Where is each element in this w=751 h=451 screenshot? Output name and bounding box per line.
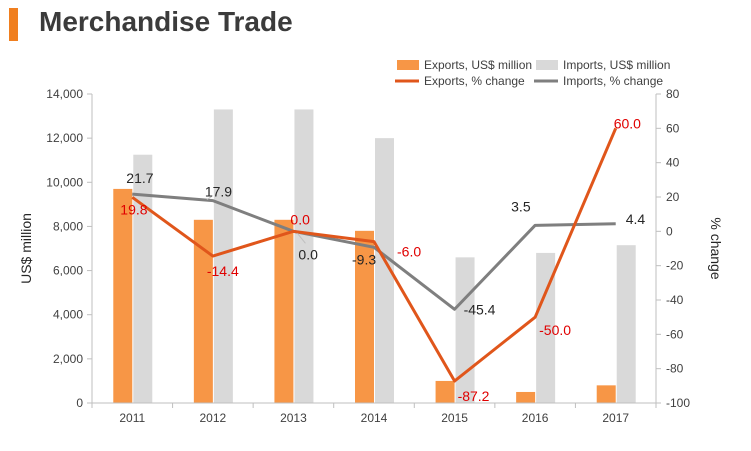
imports-bar-2014 — [375, 138, 394, 403]
exports-change-label-2012: -14.4 — [207, 263, 239, 279]
legend-imports-bar-swatch — [536, 60, 558, 70]
x-tick-label: 2017 — [602, 411, 629, 425]
left-tick-label: 8,000 — [53, 219, 83, 233]
imports-change-label-2011: 21.7 — [126, 170, 153, 186]
label-leader-line — [297, 233, 306, 244]
exports-change-label-2014: -6.0 — [397, 244, 421, 260]
legend-imports-bar-label: Imports, US$ million — [563, 58, 670, 72]
right-tick-label: 80 — [666, 87, 680, 101]
imports-change-label-2012: 17.9 — [205, 184, 232, 200]
legend-exports-bar-label: Exports, US$ million — [424, 58, 532, 72]
exports-bar-2016 — [516, 391, 536, 403]
imports-change-line — [132, 192, 616, 311]
right-tick-label: -60 — [666, 327, 684, 341]
right-tick-label: 0 — [666, 224, 673, 238]
exports-bar-2014 — [355, 230, 374, 403]
imports-change-label-2014: -9.3 — [352, 251, 376, 267]
x-tick-label: 2016 — [522, 411, 549, 425]
legend: Exports, US$ million Imports, US$ million… — [395, 58, 670, 88]
right-tick-label: -100 — [666, 396, 690, 410]
right-tick-label: -40 — [666, 293, 684, 307]
left-tick-label: 0 — [76, 396, 83, 410]
bars-layer — [113, 109, 636, 403]
legend-exports-bar-swatch — [397, 60, 419, 70]
exports-change-label-2017: 60.0 — [614, 115, 641, 131]
legend-imports-change-label: Imports, % change — [563, 74, 663, 88]
right-tick-label: 60 — [666, 121, 680, 135]
imports-bar-2015 — [455, 257, 475, 403]
page-title: Merchandise Trade — [39, 6, 293, 37]
imports-bar-2011 — [133, 154, 153, 403]
left-tick-label: 14,000 — [46, 87, 83, 101]
title-accent-bar — [9, 8, 18, 41]
left-tick-label: 12,000 — [46, 131, 83, 145]
exports-change-label-2015: -87.2 — [458, 388, 490, 404]
x-tick-label: 2012 — [200, 411, 227, 425]
lines-layer — [131, 127, 618, 383]
imports-change-label-2013: 0.0 — [298, 246, 318, 262]
exports-bar-2011 — [113, 188, 133, 403]
left-tick-label: 4,000 — [53, 308, 83, 322]
y-axis-title: US$ million — [18, 213, 34, 284]
right-tick-label: -80 — [666, 362, 684, 376]
y2-axis-title: % change — [708, 217, 724, 279]
right-tick-label: -20 — [666, 259, 684, 273]
data-labels-layer: 19.8 -14.4 0.0 -6.0 -87.2 -50.0 60.0 21.7 17.9 0.… — [120, 115, 645, 404]
imports-bar-2013 — [294, 109, 314, 403]
left-tick-label: 10,000 — [46, 175, 83, 189]
exports-bar-2017 — [596, 385, 616, 403]
imports-bar-2016 — [536, 252, 556, 403]
imports-change-label-2017: 4.4 — [626, 211, 646, 227]
x-tick-label: 2015 — [441, 411, 468, 425]
x-tick-label: 2014 — [361, 411, 388, 425]
axes-layer: 0 2,000 4,000 6,000 8,000 10,000 12,000 14,000 -… — [18, 87, 724, 425]
exports-change-label-2013: 0.0 — [290, 211, 310, 227]
left-tick-label: 2,000 — [53, 352, 83, 366]
exports-change-label-2011: 19.8 — [120, 201, 147, 217]
x-tick-label: 2011 — [119, 411, 145, 425]
label-leader-line — [206, 195, 214, 201]
x-tick-label: 2013 — [280, 411, 307, 425]
right-tick-label: 20 — [666, 190, 680, 204]
exports-bar-2012 — [193, 219, 213, 403]
imports-bar-2012 — [213, 109, 233, 403]
exports-change-label-2016: -50.0 — [539, 322, 571, 338]
left-tick-label: 6,000 — [53, 264, 83, 278]
imports-change-label-2016: 3.5 — [511, 198, 531, 214]
imports-bar-2017 — [616, 245, 636, 403]
exports-bar-2015 — [435, 380, 455, 403]
exports-bar-2013 — [274, 219, 294, 403]
right-tick-label: 40 — [666, 156, 680, 170]
imports-change-label-2015: -45.4 — [464, 301, 496, 317]
legend-exports-change-label: Exports, % change — [424, 74, 525, 88]
exports-change-line — [131, 127, 618, 383]
